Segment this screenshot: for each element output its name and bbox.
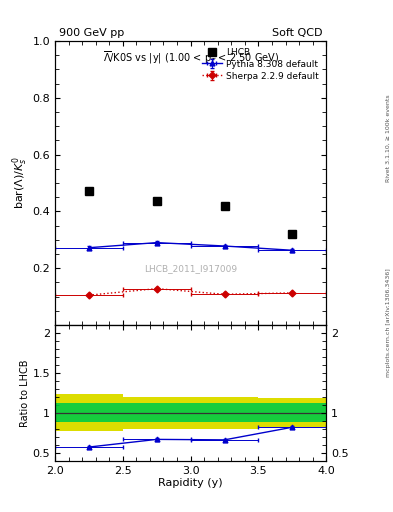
- X-axis label: Rapidity (y): Rapidity (y): [158, 478, 223, 488]
- Text: Rivet 3.1.10, ≥ 100k events: Rivet 3.1.10, ≥ 100k events: [386, 94, 391, 182]
- LHCB: [86, 187, 91, 194]
- Text: mcplots.cern.ch [arXiv:1306.3436]: mcplots.cern.ch [arXiv:1306.3436]: [386, 268, 391, 377]
- Y-axis label: Ratio to LHCB: Ratio to LHCB: [20, 359, 30, 426]
- Text: Soft QCD: Soft QCD: [272, 28, 322, 38]
- Line: LHCB: LHCB: [85, 187, 296, 238]
- Text: LHCB_2011_I917009: LHCB_2011_I917009: [144, 264, 237, 273]
- Text: $\overline{\Lambda}$/K0S vs |y| (1.00 < p$_T$ < 2.50 GeV): $\overline{\Lambda}$/K0S vs |y| (1.00 < …: [103, 50, 279, 66]
- LHCB: [290, 230, 295, 237]
- Legend: LHCB, Pythia 8.308 default, Sherpa 2.2.9 default: LHCB, Pythia 8.308 default, Sherpa 2.2.9…: [199, 46, 322, 83]
- LHCB: [154, 198, 159, 204]
- Y-axis label: bar($\Lambda$)/$K^0_s$: bar($\Lambda$)/$K^0_s$: [10, 157, 29, 209]
- Text: 900 GeV pp: 900 GeV pp: [59, 28, 124, 38]
- LHCB: [222, 203, 227, 209]
